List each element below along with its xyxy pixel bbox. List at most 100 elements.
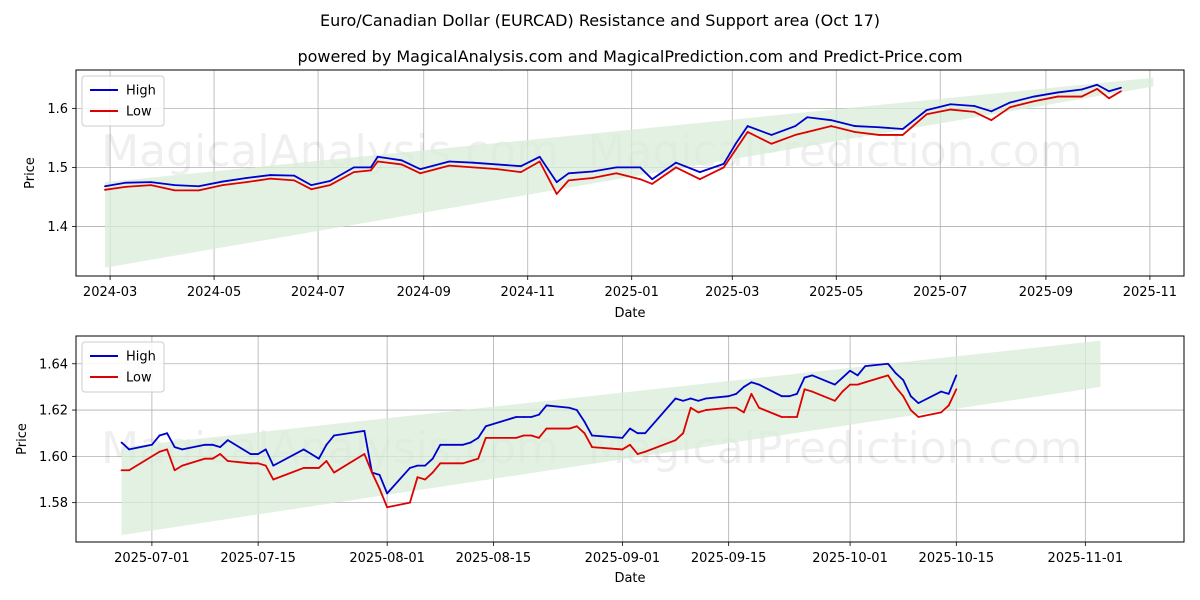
data-point-low <box>204 457 206 460</box>
data-point-high <box>575 409 578 411</box>
data-point-high <box>615 166 618 169</box>
data-point-low <box>735 406 738 409</box>
data-point-low <box>621 448 624 451</box>
data-point-low <box>325 460 328 462</box>
data-point-low <box>758 406 760 409</box>
data-point-low <box>803 388 806 391</box>
data-point-low <box>575 425 578 428</box>
data-point-high <box>555 181 558 184</box>
data-point-low <box>329 184 331 187</box>
data-point-high <box>409 467 411 469</box>
data-point-high <box>226 439 229 442</box>
data-point-low <box>583 432 586 435</box>
x-tick-label: 2024-11 <box>501 285 555 300</box>
data-point-high <box>925 109 928 112</box>
data-point-low <box>409 501 411 504</box>
data-point-high <box>416 464 419 467</box>
data-point-low <box>370 169 372 172</box>
data-point-low <box>221 184 224 187</box>
data-point-high <box>469 441 472 444</box>
data-point-low <box>682 432 685 435</box>
data-point-high <box>674 397 677 400</box>
data-point-low <box>1056 95 1059 98</box>
data-point-high <box>811 374 814 377</box>
data-point-low <box>333 471 335 474</box>
x-tick-label: 2025-05 <box>809 285 863 300</box>
data-point-low <box>272 478 275 481</box>
data-point-high <box>329 180 331 182</box>
data-point-low <box>211 457 214 460</box>
data-point-high <box>439 443 442 446</box>
data-point-high <box>758 383 760 386</box>
data-point-high <box>806 116 809 119</box>
data-point-high <box>219 446 222 448</box>
data-point-low <box>1080 95 1083 98</box>
data-point-low <box>469 460 472 462</box>
data-point-high <box>522 416 525 418</box>
data-point-low <box>902 395 905 398</box>
data-point-high <box>697 399 700 402</box>
legend-box <box>81 75 165 127</box>
data-point-high <box>545 404 548 407</box>
y-tick-label: 1.58 <box>39 496 68 511</box>
legend-label-high: High <box>126 84 156 99</box>
data-point-high <box>830 119 833 122</box>
data-point-high <box>325 443 328 446</box>
data-point-low <box>990 119 993 122</box>
data-point-low <box>416 476 419 479</box>
data-point-high <box>1009 101 1012 104</box>
data-point-low <box>522 434 525 437</box>
data-point-high <box>689 397 692 400</box>
data-point-high <box>794 125 797 127</box>
data-point-low <box>973 111 976 113</box>
data-point-high <box>448 160 451 163</box>
data-point-low <box>158 450 161 453</box>
data-point-low <box>854 131 856 133</box>
data-point-low <box>520 171 522 174</box>
data-point-low <box>796 416 798 418</box>
data-point-high <box>221 180 224 183</box>
x-tick-label: 2024-07 <box>291 285 345 300</box>
data-point-high <box>419 168 422 171</box>
data-point-low <box>644 450 647 453</box>
data-point-low <box>940 411 943 414</box>
top-chart-panel: 2024-03 2024-05 2024-07 2024-09 2024-11 2025-… <box>23 69 1185 321</box>
data-point-low <box>197 189 200 192</box>
data-point-high <box>750 381 753 384</box>
data-point-low <box>400 163 403 166</box>
data-point-high <box>621 436 624 439</box>
data-point-high <box>917 402 920 405</box>
bottom-chart-panel: 2025-07-01 2025-07-15 2025-08-01 2025-08-15… <box>15 335 1185 586</box>
data-point-low <box>269 177 272 180</box>
legend-label-low: Low <box>126 371 152 386</box>
data-point-high <box>181 448 184 451</box>
data-point-high <box>431 457 434 460</box>
data-point-low <box>780 416 783 418</box>
data-point-high <box>520 165 522 168</box>
data-point-low <box>722 166 725 169</box>
data-point-low <box>104 188 106 191</box>
data-point-high <box>591 434 593 437</box>
data-point-high <box>973 105 976 107</box>
x-tick-label: 2024-09 <box>397 285 451 300</box>
x-axis-label: Date <box>614 571 645 586</box>
data-point-low <box>371 471 373 474</box>
data-point-high <box>902 379 905 381</box>
data-point-high <box>887 362 889 365</box>
data-point-low <box>877 134 880 136</box>
data-point-low <box>636 453 639 455</box>
data-point-high <box>698 171 701 174</box>
plot-area <box>104 77 1154 268</box>
data-point-low <box>894 386 897 388</box>
data-point-low <box>864 381 867 384</box>
data-point-low <box>431 471 434 474</box>
data-point-high <box>735 392 738 395</box>
data-point-low <box>834 399 836 402</box>
data-point-high <box>363 430 366 432</box>
data-point-high <box>1108 90 1110 93</box>
y-tick-label: 1.6 <box>47 102 68 117</box>
x-tick-label: 2025-07-15 <box>220 551 296 566</box>
data-point-low <box>538 160 541 163</box>
data-point-low <box>515 436 518 439</box>
data-point-low <box>181 464 184 467</box>
